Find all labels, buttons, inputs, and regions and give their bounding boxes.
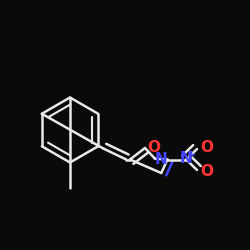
Text: N: N [180, 151, 192, 166]
Text: O: O [200, 164, 213, 179]
Text: +: + [187, 150, 196, 160]
Text: O: O [200, 140, 213, 155]
Text: -: - [204, 168, 209, 181]
Text: N: N [155, 152, 168, 167]
Text: O: O [147, 140, 160, 155]
